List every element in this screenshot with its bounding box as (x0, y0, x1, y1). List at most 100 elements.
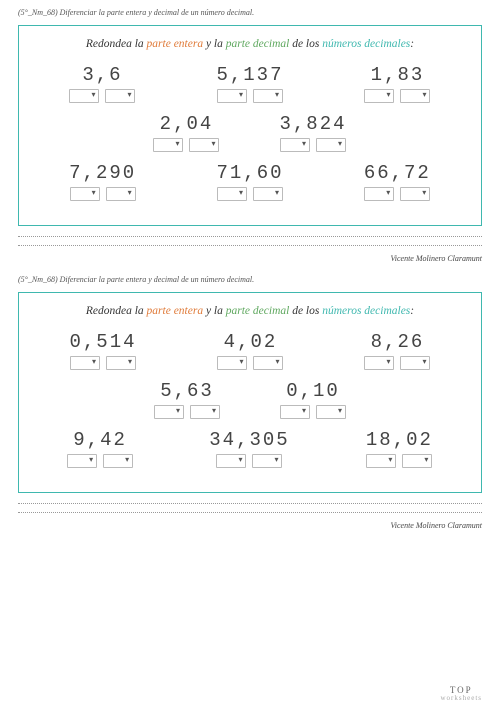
decimal-number: 1,83 (364, 64, 430, 86)
integer-part-dropdown[interactable] (280, 138, 310, 152)
number-row: 3,6 5,137 1,83 (29, 64, 471, 103)
dropdown-pair (366, 454, 433, 468)
number-item: 34,305 (209, 429, 289, 468)
instr-part: y la (203, 305, 226, 317)
decimal-part-dropdown[interactable] (106, 356, 136, 370)
page: (5°_Nm_68) Diferenciar la parte entera y… (0, 0, 500, 530)
instr-part: : (410, 38, 414, 50)
number-row: 0,514 4,02 8,26 (29, 331, 471, 370)
decimal-number: 34,305 (209, 429, 289, 451)
decimal-part-dropdown[interactable] (316, 405, 346, 419)
author-credit: Vicente Molinero Claramunt (18, 254, 482, 263)
author-credit: Vicente Molinero Claramunt (18, 521, 482, 530)
instr-part-teal: números decimales (322, 305, 410, 317)
decimal-part-dropdown[interactable] (103, 454, 133, 468)
integer-part-dropdown[interactable] (217, 187, 247, 201)
dropdown-pair (279, 138, 346, 152)
instr-part: Redondea la (86, 38, 147, 50)
number-item: 5,137 (216, 64, 283, 103)
number-row: 2,04 3,824 (29, 113, 471, 152)
number-item: 3,6 (69, 64, 135, 103)
number-item: 1,83 (364, 64, 430, 103)
integer-part-dropdown[interactable] (217, 89, 247, 103)
dropdown-pair (209, 454, 289, 468)
decimal-number: 7,290 (69, 162, 136, 184)
number-item: 5,63 (154, 380, 220, 419)
number-row: 5,63 0,10 (29, 380, 471, 419)
decimal-part-dropdown[interactable] (253, 356, 283, 370)
number-item: 0,10 (280, 380, 346, 419)
decimal-number: 3,6 (69, 64, 135, 86)
decimal-number: 0,514 (69, 331, 136, 353)
number-row: 7,290 71,60 66,72 (29, 162, 471, 201)
decimal-part-dropdown[interactable] (106, 187, 136, 201)
integer-part-dropdown[interactable] (153, 138, 183, 152)
integer-part-dropdown[interactable] (280, 405, 310, 419)
decimal-part-dropdown[interactable] (253, 89, 283, 103)
integer-part-dropdown[interactable] (154, 405, 184, 419)
instr-part: de los (289, 305, 322, 317)
decimal-number: 0,10 (280, 380, 346, 402)
decimal-part-dropdown[interactable] (316, 138, 346, 152)
brand-watermark: TOP worksheets (441, 686, 483, 702)
instr-part: de los (289, 38, 322, 50)
decimal-number: 18,02 (366, 429, 433, 451)
dropdown-pair (216, 89, 283, 103)
decimal-part-dropdown[interactable] (400, 89, 430, 103)
decimal-number: 9,42 (67, 429, 133, 451)
dropdown-pair (217, 356, 283, 370)
integer-part-dropdown[interactable] (364, 356, 394, 370)
decimal-part-dropdown[interactable] (105, 89, 135, 103)
number-row: 9,42 34,305 18,02 (29, 429, 471, 468)
integer-part-dropdown[interactable] (69, 89, 99, 103)
decimal-number: 71,60 (216, 162, 283, 184)
instr-part-orange: parte entera (147, 38, 204, 50)
number-item: 0,514 (69, 331, 136, 370)
instr-part: Redondea la (86, 305, 147, 317)
decimal-part-dropdown[interactable] (252, 454, 282, 468)
instr-part-orange: parte entera (147, 305, 204, 317)
decimal-part-dropdown[interactable] (402, 454, 432, 468)
number-item: 66,72 (364, 162, 431, 201)
number-item: 8,26 (364, 331, 430, 370)
integer-part-dropdown[interactable] (70, 356, 100, 370)
instr-part-teal: números decimales (322, 38, 410, 50)
decimal-number: 4,02 (217, 331, 283, 353)
worksheet-box-1: Redondea la parte entera y la parte deci… (18, 25, 482, 226)
decimal-part-dropdown[interactable] (189, 138, 219, 152)
number-item: 7,290 (69, 162, 136, 201)
number-item: 9,42 (67, 429, 133, 468)
exercise-header: (5°_Nm_68) Diferenciar la parte entera y… (18, 275, 482, 284)
integer-part-dropdown[interactable] (364, 187, 394, 201)
decimal-part-dropdown[interactable] (190, 405, 220, 419)
number-item: 18,02 (366, 429, 433, 468)
decimal-number: 2,04 (153, 113, 219, 135)
dropdown-pair (364, 187, 431, 201)
decimal-part-dropdown[interactable] (400, 187, 430, 201)
integer-part-dropdown[interactable] (217, 356, 247, 370)
decimal-number: 66,72 (364, 162, 431, 184)
number-item: 2,04 (153, 113, 219, 152)
dotted-rule (18, 245, 482, 246)
decimal-part-dropdown[interactable] (400, 356, 430, 370)
dropdown-pair (280, 405, 346, 419)
integer-part-dropdown[interactable] (366, 454, 396, 468)
integer-part-dropdown[interactable] (364, 89, 394, 103)
dropdown-pair (216, 187, 283, 201)
integer-part-dropdown[interactable] (67, 454, 97, 468)
dropdown-pair (69, 89, 135, 103)
integer-part-dropdown[interactable] (70, 187, 100, 201)
dotted-rule (18, 236, 482, 237)
instr-part: : (410, 305, 414, 317)
number-item: 4,02 (217, 331, 283, 370)
worksheet-box-2: Redondea la parte entera y la parte deci… (18, 292, 482, 493)
dropdown-pair (364, 89, 430, 103)
decimal-part-dropdown[interactable] (253, 187, 283, 201)
exercise-header: (5°_Nm_68) Diferenciar la parte entera y… (18, 8, 482, 17)
instr-part-green: parte decimal (226, 305, 290, 317)
number-item: 71,60 (216, 162, 283, 201)
dropdown-pair (364, 356, 430, 370)
integer-part-dropdown[interactable] (216, 454, 246, 468)
instruction-text: Redondea la parte entera y la parte deci… (29, 305, 471, 317)
dotted-rule (18, 503, 482, 504)
